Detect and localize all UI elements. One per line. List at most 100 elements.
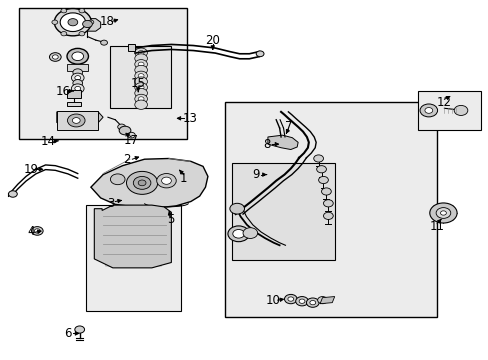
Bar <box>67 64 88 71</box>
Circle shape <box>73 80 82 87</box>
Circle shape <box>61 9 67 13</box>
Circle shape <box>54 9 91 36</box>
Bar <box>19 8 187 139</box>
Circle shape <box>318 176 328 184</box>
Circle shape <box>49 53 61 61</box>
Circle shape <box>34 229 40 233</box>
Circle shape <box>135 60 147 69</box>
Circle shape <box>295 297 308 306</box>
Circle shape <box>157 174 176 188</box>
Circle shape <box>138 85 144 90</box>
Circle shape <box>287 297 293 301</box>
Bar <box>417 91 480 130</box>
Circle shape <box>135 48 147 57</box>
Bar <box>57 111 98 130</box>
Circle shape <box>61 32 67 36</box>
Circle shape <box>138 50 144 55</box>
Circle shape <box>72 118 80 123</box>
Polygon shape <box>91 158 207 208</box>
Polygon shape <box>320 297 334 304</box>
Text: 20: 20 <box>205 34 220 48</box>
Circle shape <box>138 62 144 66</box>
Circle shape <box>135 94 147 104</box>
Circle shape <box>306 298 319 307</box>
Bar <box>66 90 81 98</box>
Circle shape <box>118 124 125 130</box>
Circle shape <box>127 132 135 138</box>
Circle shape <box>119 126 131 135</box>
Circle shape <box>73 69 82 76</box>
Circle shape <box>161 177 171 184</box>
Circle shape <box>440 211 446 215</box>
Text: 10: 10 <box>265 294 280 307</box>
Bar <box>86 205 181 311</box>
Circle shape <box>126 171 158 194</box>
Circle shape <box>243 228 257 238</box>
Text: 5: 5 <box>166 213 174 226</box>
Circle shape <box>424 108 432 113</box>
Text: 12: 12 <box>436 96 451 109</box>
Circle shape <box>453 105 467 116</box>
Circle shape <box>435 208 450 219</box>
Text: 3: 3 <box>106 197 114 210</box>
Circle shape <box>31 226 43 235</box>
Circle shape <box>79 32 84 36</box>
Circle shape <box>316 166 326 173</box>
Circle shape <box>135 89 147 98</box>
Circle shape <box>135 100 147 109</box>
Circle shape <box>135 71 147 81</box>
Circle shape <box>256 51 264 57</box>
Circle shape <box>71 73 84 82</box>
Circle shape <box>138 74 144 78</box>
Circle shape <box>82 21 92 28</box>
Circle shape <box>135 83 147 92</box>
Circle shape <box>135 66 147 75</box>
Text: 13: 13 <box>182 112 197 125</box>
Circle shape <box>299 299 305 303</box>
Bar <box>224 102 436 317</box>
Circle shape <box>101 40 107 45</box>
Circle shape <box>75 326 84 333</box>
Circle shape <box>8 191 17 197</box>
Circle shape <box>323 212 332 220</box>
Circle shape <box>67 114 85 127</box>
Circle shape <box>429 203 456 223</box>
Polygon shape <box>105 211 163 266</box>
Text: 7: 7 <box>284 120 291 133</box>
Circle shape <box>227 226 249 242</box>
Text: 19: 19 <box>23 163 39 176</box>
Circle shape <box>138 97 144 101</box>
Text: 2: 2 <box>122 153 130 166</box>
Circle shape <box>232 229 244 238</box>
Circle shape <box>75 76 81 80</box>
Bar <box>110 45 171 108</box>
Circle shape <box>229 203 244 214</box>
Circle shape <box>317 297 327 304</box>
Circle shape <box>75 86 81 91</box>
Circle shape <box>110 174 125 185</box>
Text: 18: 18 <box>100 15 114 28</box>
Circle shape <box>323 200 332 207</box>
Text: 6: 6 <box>64 327 72 340</box>
Circle shape <box>133 176 151 189</box>
Circle shape <box>419 104 437 117</box>
Text: 11: 11 <box>429 220 444 233</box>
Circle shape <box>88 20 94 24</box>
Text: 9: 9 <box>252 168 260 181</box>
Text: 1: 1 <box>180 172 187 185</box>
Text: 16: 16 <box>56 85 70 98</box>
Circle shape <box>71 84 84 93</box>
Bar <box>66 102 81 107</box>
Circle shape <box>135 54 147 63</box>
Polygon shape <box>57 112 103 123</box>
Bar <box>128 44 135 51</box>
Text: 17: 17 <box>123 134 139 147</box>
Circle shape <box>138 180 146 186</box>
Text: 4: 4 <box>27 225 35 238</box>
Circle shape <box>135 77 147 86</box>
Circle shape <box>52 55 58 59</box>
Circle shape <box>79 9 84 13</box>
Circle shape <box>313 155 323 162</box>
Circle shape <box>52 20 58 24</box>
Polygon shape <box>76 19 101 31</box>
